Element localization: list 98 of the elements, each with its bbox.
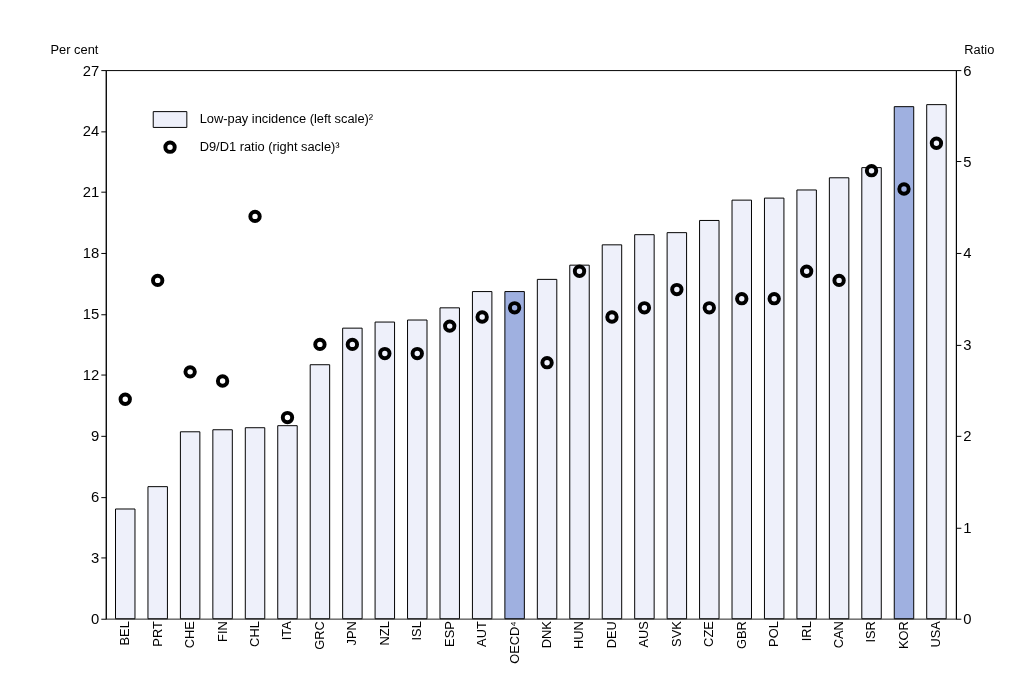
y-tick-label: 12: [82, 367, 100, 384]
bar: [212, 429, 233, 620]
point: [767, 292, 781, 306]
point: [183, 365, 197, 379]
x-tick-label: BEL: [117, 621, 133, 646]
y-tick-label: 24: [82, 123, 100, 140]
x-tick-label: GBR: [733, 621, 749, 650]
bar: [926, 104, 947, 620]
x-tick-label: HUN: [571, 621, 587, 650]
y-tick-label: 27: [82, 62, 100, 79]
y2-tick-label: 3: [963, 336, 972, 353]
x-tick-label: ITA: [279, 620, 295, 641]
x-tick-label: JPN: [344, 621, 360, 646]
point: [572, 264, 587, 278]
bar: [861, 167, 882, 620]
bar: [504, 291, 525, 620]
point: [799, 264, 814, 278]
y-tick-label: 15: [82, 306, 100, 323]
point: [897, 182, 911, 196]
x-tick-label: PRT: [149, 621, 165, 647]
bar: [699, 219, 720, 620]
x-tick-label: ESP: [441, 621, 457, 647]
x-tick-label: CAN: [831, 621, 847, 649]
bar: [763, 197, 785, 620]
point: [507, 301, 522, 315]
y-tick-label: 9: [91, 428, 100, 445]
bar: [309, 364, 331, 620]
bar: [569, 264, 590, 620]
bar: [179, 431, 201, 620]
point: [118, 392, 132, 406]
y2-tick-label: 6: [963, 62, 972, 79]
point: [929, 136, 944, 150]
x-tick-label: SVK: [668, 620, 684, 647]
point: [702, 301, 716, 315]
y-axis-title: Per cent: [50, 41, 99, 57]
y2-tick-label: 2: [963, 428, 972, 445]
legend-label: D9/D1 ratio (right sacle)³: [199, 139, 341, 155]
y2-axis-title: Ratio: [964, 41, 995, 57]
bar: [342, 327, 363, 620]
x-tick-label: CZE: [701, 620, 717, 647]
y-tick-label: 3: [91, 550, 100, 567]
bar: [439, 307, 460, 620]
x-tick-label: NZL: [376, 621, 392, 646]
point: [637, 301, 652, 315]
x-tick-label: GRC: [311, 621, 327, 650]
point: [410, 346, 424, 361]
y2-tick-label: 5: [963, 153, 972, 170]
point: [735, 292, 749, 306]
point: [670, 282, 684, 297]
point: [443, 319, 457, 333]
bar: [796, 189, 817, 620]
x-tick-label: POL: [766, 621, 782, 647]
y-tick-label: 6: [91, 489, 100, 506]
bar: [471, 291, 493, 620]
bar: [828, 177, 850, 620]
point: [280, 410, 295, 425]
y2-tick-label: 4: [963, 245, 972, 262]
x-tick-label: DEU: [603, 621, 619, 649]
point: [345, 337, 360, 352]
point: [864, 164, 879, 178]
y2-tick-label: 1: [963, 519, 972, 536]
point: [540, 356, 554, 370]
bar: [731, 199, 752, 620]
bar: [601, 244, 623, 620]
y2-tick-label: 0: [963, 611, 972, 628]
x-tick-label: USA: [928, 620, 944, 648]
legend-label: Low-pay incidence (left scale)²: [199, 111, 374, 127]
bar: [147, 486, 168, 620]
y-tick-label: 18: [82, 245, 100, 262]
point: [475, 310, 489, 324]
x-tick-label: IRL: [798, 621, 814, 642]
bar: [666, 232, 688, 620]
bar: [893, 106, 915, 620]
x-tick-label: DNK: [539, 620, 555, 649]
y-tick-label: 21: [82, 184, 100, 201]
bar: [634, 234, 655, 620]
y-tick-label: 0: [91, 611, 100, 628]
point: [151, 273, 165, 288]
x-tick-label: AUS: [636, 621, 652, 648]
bar: [407, 319, 428, 620]
bar: [536, 278, 558, 620]
x-tick-label: OECD⁴: [506, 621, 522, 664]
point: [215, 374, 230, 388]
point: [313, 337, 327, 352]
point: [378, 346, 392, 361]
x-tick-label: FIN: [214, 621, 230, 642]
point: [605, 310, 619, 324]
bar: [244, 427, 266, 620]
x-tick-label: CHL: [246, 621, 262, 647]
x-tick-label: AUT: [474, 621, 490, 647]
bar: [115, 508, 136, 620]
x-tick-label: ISR: [863, 621, 879, 643]
point: [248, 209, 262, 224]
point: [832, 273, 846, 288]
x-tick-label: CHE: [182, 620, 198, 649]
bar: [374, 321, 396, 620]
x-tick-label: ISL: [409, 621, 425, 641]
x-tick-label: KOR: [895, 621, 911, 650]
